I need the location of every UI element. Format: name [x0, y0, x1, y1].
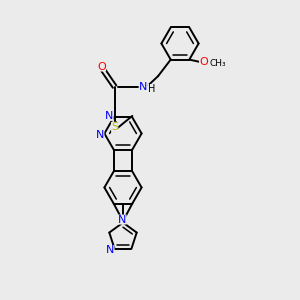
Text: N: N — [139, 82, 147, 92]
Text: CH₃: CH₃ — [209, 59, 226, 68]
Text: H: H — [148, 84, 155, 94]
Text: O: O — [199, 57, 208, 67]
Text: S: S — [111, 122, 118, 132]
Text: N: N — [118, 214, 127, 225]
Text: N: N — [106, 245, 115, 255]
Text: N: N — [96, 130, 104, 140]
Text: N: N — [105, 111, 114, 121]
Text: O: O — [97, 61, 106, 71]
